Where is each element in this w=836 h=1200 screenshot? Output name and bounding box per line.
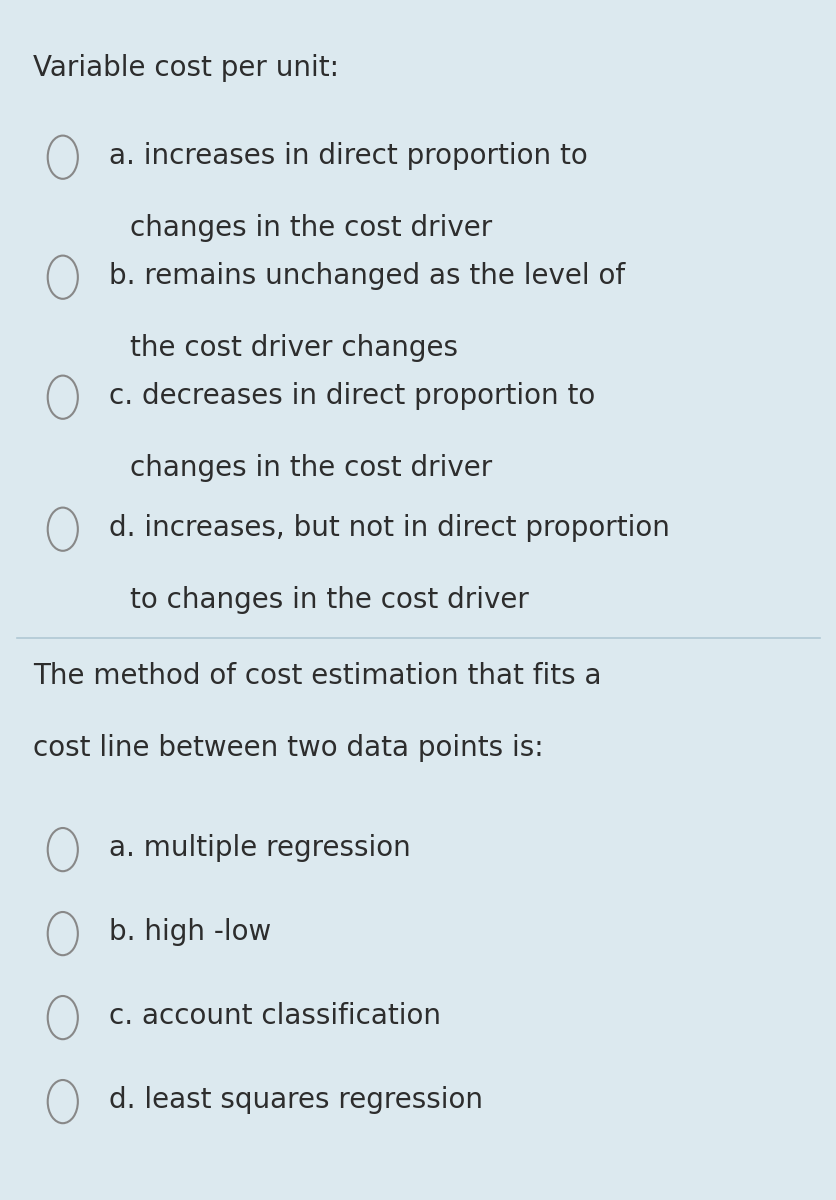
Text: cost line between two data points is:: cost line between two data points is:	[33, 734, 543, 762]
Circle shape	[48, 136, 78, 179]
Text: d. increases, but not in direct proportion: d. increases, but not in direct proporti…	[109, 514, 669, 541]
Text: changes in the cost driver: changes in the cost driver	[130, 454, 492, 481]
Circle shape	[48, 912, 78, 955]
Text: b. high -low: b. high -low	[109, 918, 271, 946]
Text: a. multiple regression: a. multiple regression	[109, 834, 410, 862]
Text: a. increases in direct proportion to: a. increases in direct proportion to	[109, 142, 587, 169]
Circle shape	[48, 996, 78, 1039]
Text: changes in the cost driver: changes in the cost driver	[130, 214, 492, 241]
Circle shape	[48, 508, 78, 551]
Circle shape	[48, 256, 78, 299]
Text: The method of cost estimation that fits a: The method of cost estimation that fits …	[33, 662, 601, 690]
Circle shape	[48, 1080, 78, 1123]
Text: c. account classification: c. account classification	[109, 1002, 441, 1030]
Text: b. remains unchanged as the level of: b. remains unchanged as the level of	[109, 262, 624, 289]
Text: the cost driver changes: the cost driver changes	[130, 334, 457, 361]
Text: to changes in the cost driver: to changes in the cost driver	[130, 586, 528, 613]
Text: Variable cost per unit:: Variable cost per unit:	[33, 54, 339, 82]
Text: d. least squares regression: d. least squares regression	[109, 1086, 482, 1114]
Circle shape	[48, 376, 78, 419]
Text: c. decreases in direct proportion to: c. decreases in direct proportion to	[109, 382, 594, 409]
Circle shape	[48, 828, 78, 871]
